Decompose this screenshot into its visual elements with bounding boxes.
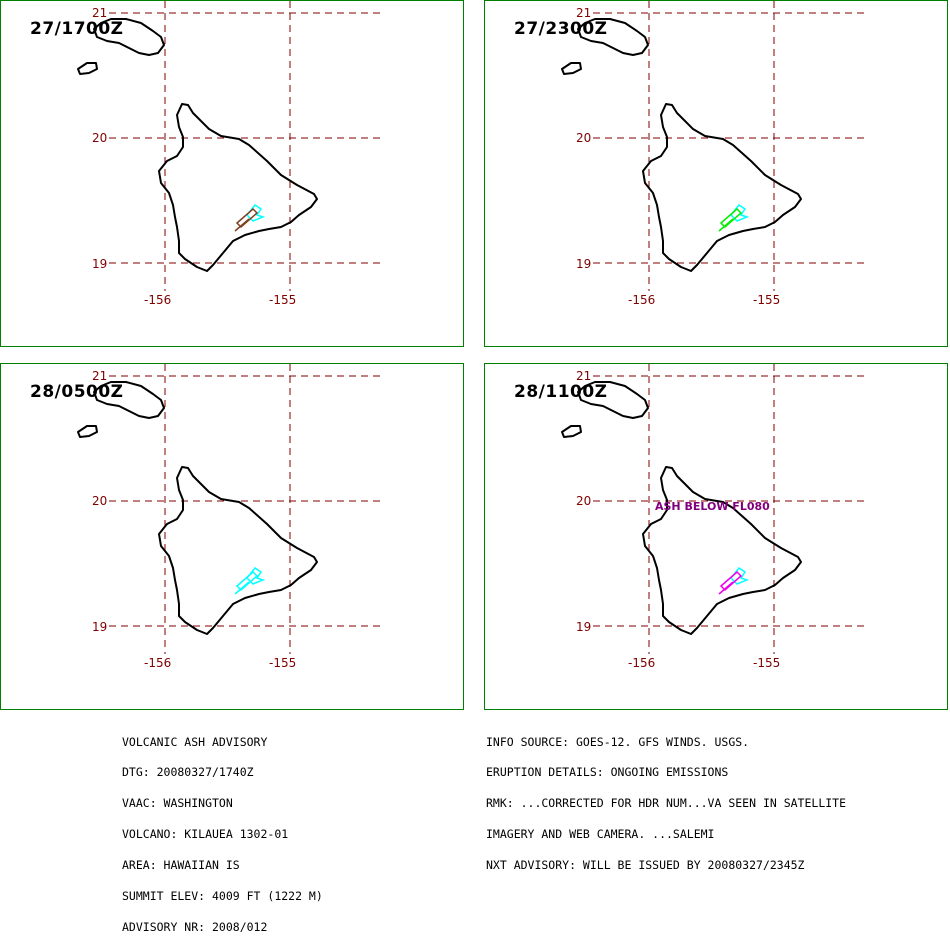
big-island-coastline	[158, 466, 318, 635]
big-island-coastline	[642, 103, 802, 272]
footer-line: ADVISORY NR: 2008/012	[122, 919, 268, 934]
map-canvas: 21 20 19 -156 -155 ASH BELOW FL080	[561, 364, 868, 670]
footer-line: IMAGERY AND WEB CAMERA. ...SALEMI	[486, 827, 715, 842]
longitude-label: -155	[753, 293, 780, 307]
ash-cloud-area	[718, 566, 750, 595]
map-panel: 21 20 19 -156 -155 27/1700Z	[0, 0, 464, 347]
longitude-label: -155	[269, 656, 296, 670]
island-coastline	[93, 18, 165, 56]
ash-cloud-area	[718, 203, 750, 232]
valid-time-label: 28/1100Z	[514, 382, 608, 402]
footer-line: VAAC: WASHINGTON	[122, 796, 233, 811]
latitude-label: 20	[92, 131, 107, 145]
map-panel: 21 20 19 -156 -155 28/0500Z	[0, 363, 464, 710]
footer-line: VOLCANIC ASH ADVISORY	[122, 734, 268, 749]
latitude-label: 19	[576, 257, 591, 271]
island-coastline	[77, 62, 98, 75]
valid-time-label: 28/0500Z	[30, 382, 124, 402]
island-coastline	[561, 425, 582, 438]
latitude-label: 21	[92, 6, 107, 20]
longitude-label: -156	[628, 293, 655, 307]
latitude-label: 21	[92, 369, 107, 383]
advisory-info-right: INFO SOURCE: GOES-12. GFS WINDS. USGS. E…	[486, 716, 846, 881]
island-coastline	[77, 425, 98, 438]
island-coastline	[577, 381, 649, 419]
ash-cloud-area	[234, 203, 266, 232]
longitude-label: -156	[144, 656, 171, 670]
footer-line: AREA: HAWAIIAN IS	[122, 858, 240, 873]
island-coastline	[561, 62, 582, 75]
footer-line: ERUPTION DETAILS: ONGOING EMISSIONS	[486, 765, 729, 780]
ash-note-label: ASH BELOW FL080	[655, 500, 770, 513]
latitude-label: 19	[92, 620, 107, 634]
longitude-label: -156	[144, 293, 171, 307]
longitude-label: -156	[628, 656, 655, 670]
latitude-label: 19	[576, 620, 591, 634]
big-island-coastline	[642, 466, 802, 635]
valid-time-label: 27/2300Z	[514, 19, 608, 39]
latitude-label: 20	[576, 494, 591, 508]
big-island-coastline	[158, 103, 318, 272]
longitude-label: -155	[269, 293, 296, 307]
longitude-label: -155	[753, 656, 780, 670]
map-canvas: 21 20 19 -156 -155	[561, 1, 868, 307]
footer-line: SUMMIT ELEV: 4009 FT (1222 M)	[122, 889, 323, 904]
footer-line: DTG: 20080327/1740Z	[122, 765, 254, 780]
map-canvas: 21 20 19 -156 -155	[77, 1, 384, 307]
footer-line: RMK: ...CORRECTED FOR HDR NUM...VA SEEN …	[486, 796, 847, 811]
map-panel: 21 20 19 -156 -155 27/2300Z	[484, 0, 948, 347]
valid-time-label: 27/1700Z	[30, 19, 124, 39]
footer-line: NXT ADVISORY: WILL BE ISSUED BY 20080327…	[486, 858, 805, 873]
ash-cloud-area	[234, 566, 266, 595]
footer-line: INFO SOURCE: GOES-12. GFS WINDS. USGS.	[486, 734, 750, 749]
footer-line: VOLCANO: KILAUEA 1302-01	[122, 827, 289, 842]
latitude-label: 20	[576, 131, 591, 145]
latitude-label: 19	[92, 257, 107, 271]
latitude-label: 20	[92, 494, 107, 508]
island-coastline	[577, 18, 649, 56]
latitude-label: 21	[576, 369, 591, 383]
map-panel: 21 20 19 -156 -155 ASH BELOW FL080 28/1100Z	[484, 363, 948, 710]
island-coastline	[93, 381, 165, 419]
map-canvas: 21 20 19 -156 -155	[77, 364, 384, 670]
advisory-info-left: VOLCANIC ASH ADVISORY DTG: 20080327/1740…	[122, 716, 323, 943]
latitude-label: 21	[576, 6, 591, 20]
